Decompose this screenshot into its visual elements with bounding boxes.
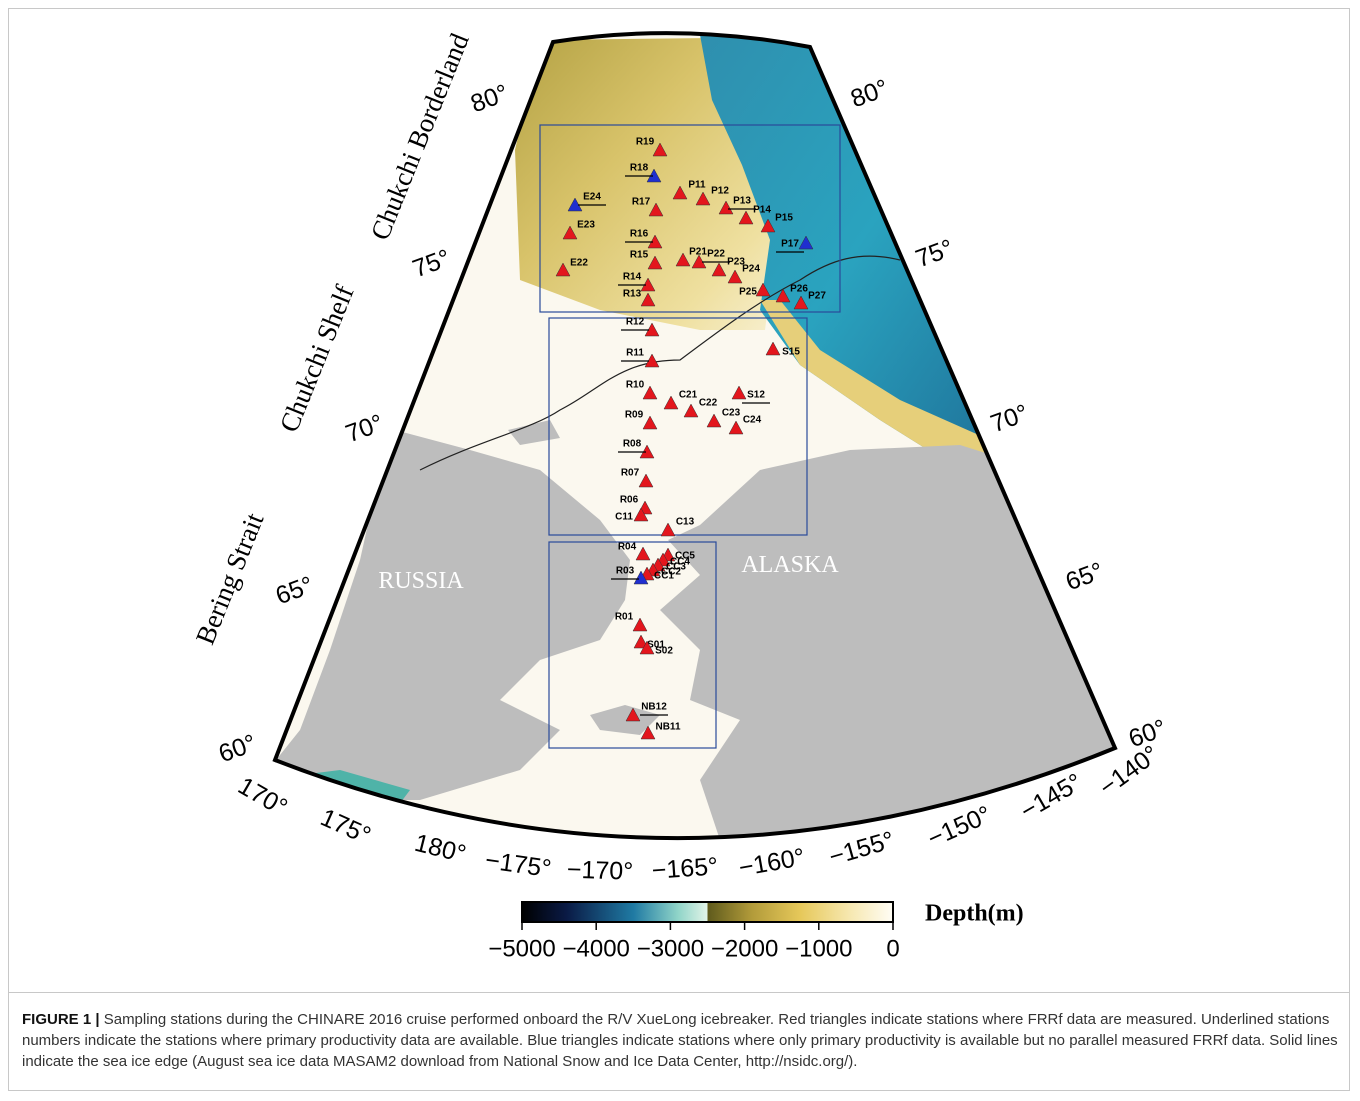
station-label: R06 <box>620 495 639 506</box>
latitude-label: 80° <box>467 79 512 118</box>
station-label: E22 <box>570 258 588 269</box>
station-label: P22 <box>707 249 725 260</box>
station-label: P14 <box>753 205 771 216</box>
station-label: R01 <box>615 612 634 623</box>
station-label: NB11 <box>655 722 680 733</box>
station-label: C13 <box>676 517 695 528</box>
map-body <box>250 0 1150 930</box>
station-label: S15 <box>782 347 800 358</box>
station-label: P24 <box>742 264 760 275</box>
colorbar-tick-label: −2000 <box>711 935 778 962</box>
station-label: P27 <box>808 291 826 302</box>
latitude-label: 65° <box>1062 557 1107 596</box>
latitude-label: 60° <box>215 729 260 768</box>
station-label: R11 <box>626 348 644 359</box>
station-label: P15 <box>775 213 793 224</box>
station-label: R19 <box>636 137 655 148</box>
caption: FIGURE 1 | Sampling stations during the … <box>22 1009 1340 1072</box>
country-label: ALASKA <box>741 552 839 578</box>
longitude-label: −160° <box>737 843 807 882</box>
station-label: R10 <box>626 380 645 391</box>
longitude-label: 170° <box>233 772 292 822</box>
station-label: P11 <box>688 180 706 191</box>
station-label: R14 <box>623 272 642 283</box>
station-label: NB12 <box>641 702 667 713</box>
station-label: P26 <box>790 284 808 295</box>
station-label: C24 <box>743 415 762 426</box>
colorbar <box>522 902 893 922</box>
longitude-label: −175° <box>483 846 553 883</box>
latitude-label: 75° <box>409 244 454 283</box>
station-label: C21 <box>679 390 698 401</box>
station-label: R15 <box>630 250 649 261</box>
longitude-label: 180° <box>412 829 469 869</box>
longitude-label: −155° <box>826 826 897 871</box>
region-label: Bering Strait <box>190 508 270 648</box>
station-label: R03 <box>616 566 635 577</box>
longitude-label: 175° <box>316 803 375 850</box>
latitude-label: 80° <box>847 74 892 113</box>
colorbar-tick-label: −3000 <box>637 935 704 962</box>
latitude-label: 75° <box>912 234 957 273</box>
station-label: P17 <box>781 239 799 250</box>
station-label: C22 <box>699 398 718 409</box>
colorbar-tick-label: 0 <box>886 935 899 962</box>
station-label: R04 <box>618 542 637 553</box>
station-label: P13 <box>733 196 751 207</box>
station-label: R16 <box>630 229 649 240</box>
station-label: C23 <box>722 408 741 419</box>
country-label: RUSSIA <box>378 568 464 594</box>
latitude-label: 70° <box>987 399 1032 438</box>
colorbar-title: Depth(m) <box>925 901 1024 927</box>
caption-text: Sampling stations during the CHINARE 201… <box>22 1011 1338 1070</box>
latitude-label: 65° <box>272 571 317 610</box>
region-label: Chukchi Shelf <box>274 281 360 436</box>
station-label: S02 <box>655 646 673 657</box>
station-label: R18 <box>630 163 649 174</box>
station-label: R13 <box>623 289 642 300</box>
station-label: C11 <box>615 512 633 523</box>
station-label: R08 <box>623 439 642 450</box>
station-label: S12 <box>747 390 765 401</box>
station-label: E24 <box>583 192 601 203</box>
caption-label: FIGURE 1 | <box>22 1011 100 1028</box>
station-label: P25 <box>739 287 757 298</box>
station-label: E23 <box>577 220 595 231</box>
station-label: P12 <box>711 186 729 197</box>
station-label: R12 <box>626 317 645 328</box>
latitude-label: 70° <box>342 409 387 448</box>
map: Chukchi Borderland Chukchi Shelf Bering … <box>0 0 1360 990</box>
longitude-label: −165° <box>651 852 719 885</box>
colorbar-tick-label: −4000 <box>562 935 629 962</box>
longitude-label: −170° <box>566 855 633 885</box>
station-label: R17 <box>632 197 651 208</box>
colorbar-tick-label: −1000 <box>785 935 852 962</box>
station-label: CC1 <box>654 571 674 582</box>
region-label: Chukchi Borderland <box>365 29 475 244</box>
separator <box>8 992 1350 993</box>
colorbar-tick-label: −5000 <box>488 935 555 962</box>
page: {"map": { "region_labels": ["Chukchi Bor… <box>0 0 1360 1101</box>
station-label: R09 <box>625 410 644 421</box>
station-label: R07 <box>621 468 640 479</box>
